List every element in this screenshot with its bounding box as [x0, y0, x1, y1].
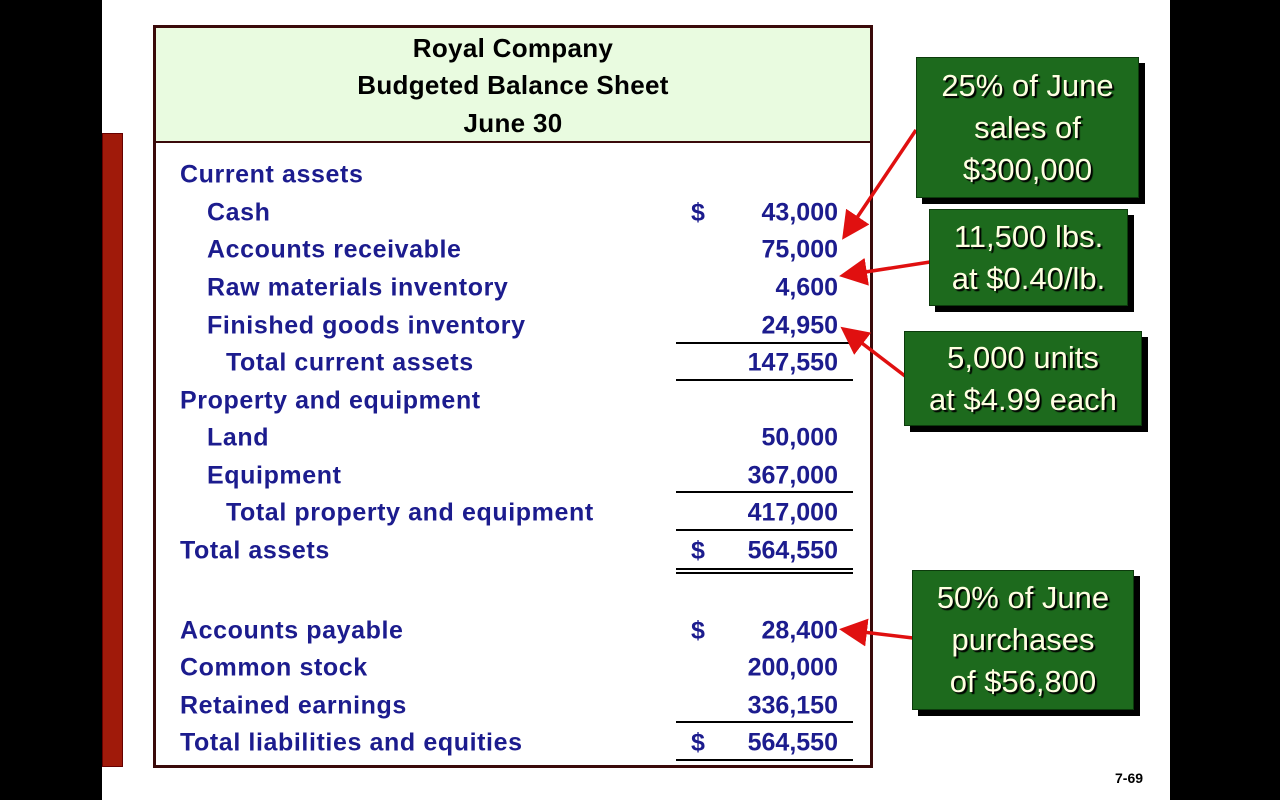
row-label: Total liabilities and equities [180, 728, 523, 757]
arrow [842, 129, 918, 240]
rule [676, 721, 853, 723]
row-label: Finished goods inventory [207, 311, 526, 340]
rule [676, 342, 853, 344]
row-label: Common stock [180, 653, 368, 682]
row-value: 50,000 [761, 423, 838, 452]
accent-bar [102, 133, 123, 767]
page-number: 7-69 [1115, 770, 1144, 786]
callout-line: sales of [974, 109, 1081, 145]
row-label: Accounts receivable [207, 235, 462, 264]
callout-line: $300,000 [962, 151, 1093, 187]
arrow [839, 618, 914, 647]
callout-purchases: 50% of June purchases of $56,800 [912, 570, 1134, 710]
row-dollar-sign: $ [691, 198, 705, 227]
row-label: Total property and equipment [226, 498, 594, 527]
row-label: Cash [207, 198, 271, 227]
rule [676, 379, 853, 381]
row-value: 417,000 [747, 498, 838, 527]
callout-line: 11,500 lbs. [953, 218, 1104, 254]
row-value: 336,150 [747, 691, 838, 720]
row-label: Current assets [180, 160, 364, 189]
row-label: Retained earnings [180, 691, 407, 720]
row-dollar-sign: $ [691, 728, 705, 757]
row-value: 200,000 [747, 653, 838, 682]
row-label: Equipment [207, 461, 342, 490]
row-dollar-sign: $ [691, 536, 705, 565]
callout-line: 50% of June [936, 580, 1110, 615]
callout-line: of $56,800 [949, 664, 1097, 699]
callout-line: 25% of June [941, 67, 1114, 103]
row-label: Total assets [180, 536, 330, 565]
sheet-date: June 30 [463, 108, 563, 138]
row-value: 564,550 [747, 728, 838, 757]
row-value: 147,550 [747, 348, 838, 377]
row-label: Total current assets [226, 348, 474, 377]
callout-line: purchases [951, 622, 1095, 657]
sheet-title: Budgeted Balance Sheet [357, 70, 669, 100]
callout-line: 5,000 units [947, 339, 1099, 375]
row-value: 564,550 [747, 536, 838, 565]
row-label: Raw materials inventory [207, 273, 509, 302]
balance-sheet-header: Royal Company Budgeted Balance Sheet Jun… [156, 28, 870, 143]
callout-sales: 25% of June sales of $300,000 [916, 57, 1139, 198]
row-value: 24,950 [761, 311, 838, 340]
rule [676, 572, 853, 574]
callout-line: at $0.40/lb. [951, 260, 1106, 296]
balance-sheet: Royal Company Budgeted Balance Sheet Jun… [153, 25, 873, 768]
rule [676, 759, 853, 761]
callout-raw-materials: 11,500 lbs. at $0.40/lb. [929, 209, 1128, 306]
row-value: 28,400 [761, 616, 838, 645]
row-value: 75,000 [761, 235, 838, 264]
arrow [840, 326, 907, 378]
row-value: 4,600 [775, 273, 838, 302]
row-value: 43,000 [761, 198, 838, 227]
rule [676, 568, 853, 570]
callout-line: at $4.99 each [929, 381, 1117, 417]
row-label: Property and equipment [180, 386, 481, 415]
row-label: Accounts payable [180, 616, 404, 645]
row-dollar-sign: $ [691, 616, 705, 645]
rule [676, 491, 853, 493]
rule [676, 529, 853, 531]
arrow [839, 257, 931, 286]
company-name: Royal Company [412, 33, 614, 63]
row-label: Land [207, 423, 270, 452]
callout-finished-goods: 5,000 units at $4.99 each [904, 331, 1142, 426]
row-value: 367,000 [747, 461, 838, 490]
